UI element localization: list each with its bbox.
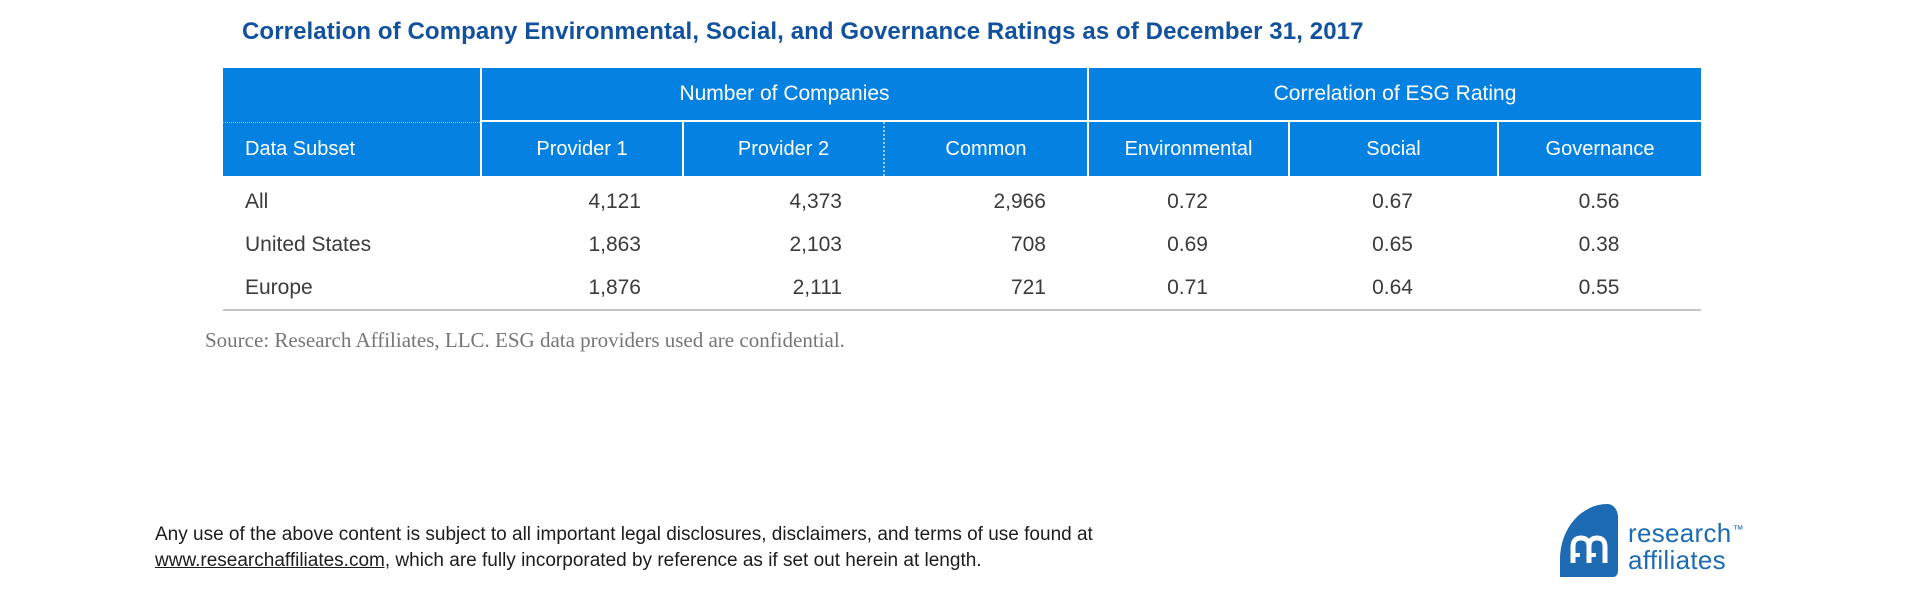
legal-line-1: Any use of the above content is subject … bbox=[155, 524, 1093, 545]
group-header-correlation-esg-rating: Correlation of ESG Rating bbox=[1087, 68, 1701, 122]
cell-governance: 0.56 bbox=[1578, 189, 1620, 213]
ra-wordmark-line-2: affiliates bbox=[1628, 545, 1726, 575]
cell-common: 708 bbox=[1010, 232, 1046, 256]
ra-monogram-icon bbox=[1570, 535, 1608, 563]
column-header-environmental: Environmental bbox=[1087, 122, 1288, 176]
ra-logo-sail-icon bbox=[1560, 504, 1618, 577]
column-header-data-subset: Data Subset bbox=[223, 68, 480, 176]
column-header-governance: Governance bbox=[1497, 122, 1701, 176]
cell-data-subset: Europe bbox=[245, 275, 313, 299]
cell-environmental: 0.69 bbox=[1167, 232, 1208, 256]
column-header-social: Social bbox=[1288, 122, 1497, 176]
cell-environmental: 0.71 bbox=[1167, 275, 1208, 299]
page-title: Correlation of Company Environmental, So… bbox=[242, 18, 1364, 45]
website-link[interactable]: www.researchaffiliates.com, bbox=[155, 550, 391, 571]
cell-provider-1: 1,876 bbox=[588, 275, 641, 299]
ra-wordmark-line-1: research™ bbox=[1628, 518, 1744, 548]
table-body: All 4,121 4,373 2,966 0.72 0.67 0.56 Uni… bbox=[223, 176, 1701, 311]
cell-governance: 0.55 bbox=[1578, 275, 1620, 299]
cell-data-subset: All bbox=[245, 189, 269, 213]
cell-provider-1: 4,121 bbox=[588, 189, 641, 213]
cell-provider-2: 2,103 bbox=[789, 232, 842, 256]
ra-wordmark: research™ affiliates bbox=[1628, 517, 1744, 577]
cell-social: 0.64 bbox=[1372, 275, 1413, 299]
column-header-common: Common bbox=[883, 122, 1087, 176]
cell-data-subset: United States bbox=[245, 232, 372, 256]
cell-common: 721 bbox=[1010, 275, 1046, 299]
cell-social: 0.65 bbox=[1372, 232, 1413, 256]
legal-line-2: which are fully incorporated by referenc… bbox=[390, 550, 982, 571]
group-header-number-of-companies: Number of Companies bbox=[480, 68, 1087, 122]
cell-governance: 0.38 bbox=[1578, 232, 1620, 256]
table-header: Data Subset Number of Companies Correlat… bbox=[223, 68, 1701, 176]
table-row-united-states: United States 1,863 2,103 708 0.69 0.65 … bbox=[223, 223, 1701, 266]
cell-provider-1: 1,863 bbox=[588, 232, 641, 256]
legal-disclaimer: Any use of the above content is subject … bbox=[155, 522, 1093, 574]
cell-provider-2: 2,111 bbox=[792, 275, 842, 299]
table-row-europe: Europe 1,876 2,111 721 0.71 0.64 0.55 bbox=[223, 266, 1701, 309]
research-affiliates-logo: research™ affiliates bbox=[1560, 504, 1744, 577]
trademark-symbol: ™ bbox=[1732, 524, 1744, 536]
source-note: Source: Research Affiliates, LLC. ESG da… bbox=[205, 328, 845, 352]
cell-environmental: 0.72 bbox=[1167, 189, 1208, 213]
column-header-provider-2: Provider 2 bbox=[682, 122, 883, 176]
esg-correlation-table: Data Subset Number of Companies Correlat… bbox=[223, 68, 1701, 311]
cell-provider-2: 4,373 bbox=[789, 189, 842, 213]
cell-social: 0.67 bbox=[1372, 189, 1413, 213]
column-header-provider-1: Provider 1 bbox=[480, 122, 682, 176]
cell-common: 2,966 bbox=[993, 189, 1046, 213]
table-row-all: All 4,121 4,373 2,966 0.72 0.67 0.56 bbox=[223, 180, 1701, 223]
